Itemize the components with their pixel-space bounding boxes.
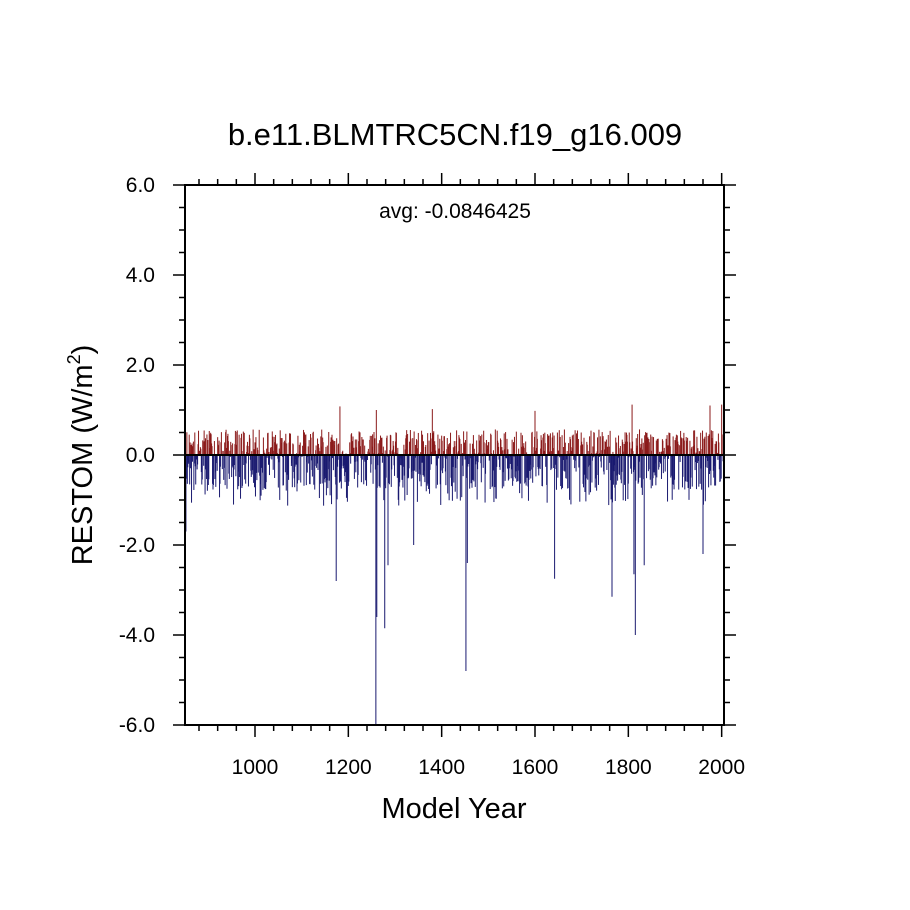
- y-tick-label: -2.0: [119, 534, 155, 557]
- y-tick-label: 2.0: [126, 354, 155, 377]
- x-tick-label: 1200: [325, 756, 372, 779]
- data-bars: [184, 404, 725, 725]
- x-tick-label: 1800: [605, 756, 652, 779]
- y-tick-label: 4.0: [126, 264, 155, 287]
- x-tick-label: 1600: [512, 756, 559, 779]
- y-tick-label: -6.0: [119, 714, 155, 737]
- axis-ticks: 6.0 4.0 2.0 0.0 -2.0 -4.0 -6.0 1000 1200 1400 1600…: [119, 173, 745, 779]
- y-axis-title: RESTOM (W/m2): [64, 345, 99, 566]
- y-axis-title-close: ): [67, 345, 99, 355]
- plot-frame: [184, 184, 725, 726]
- y-axis-title-main: RESTOM (W/m: [67, 364, 99, 565]
- y-axis-title-superscript: 2: [64, 354, 84, 364]
- avg-annotation: avg: -0.0846425: [379, 200, 531, 223]
- y-tick-label: 0.0: [126, 444, 155, 467]
- x-tick-label: 1000: [232, 756, 279, 779]
- chart-title: b.e11.BLMTRC5CN.f19_g16.009: [228, 117, 682, 152]
- x-tick-label: 1400: [418, 756, 465, 779]
- x-tick-label: 2000: [698, 756, 745, 779]
- x-axis-title: Model Year: [381, 793, 526, 825]
- y-tick-label: -4.0: [119, 624, 155, 647]
- y-tick-label: 6.0: [126, 174, 155, 197]
